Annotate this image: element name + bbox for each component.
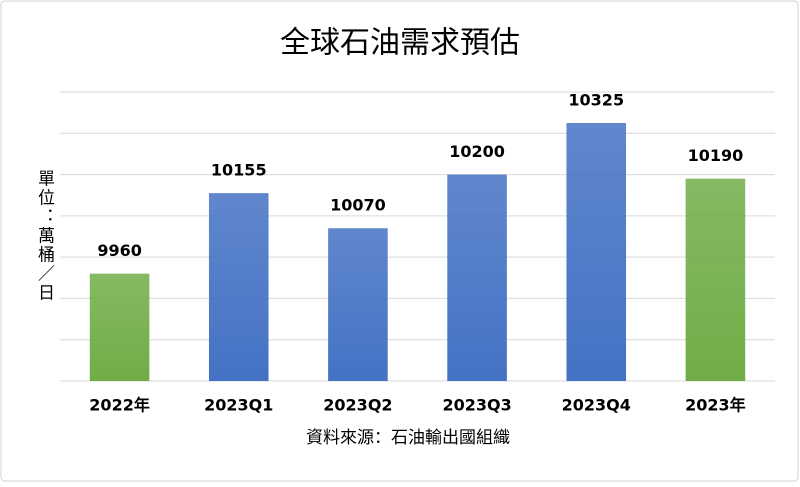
x-tick-label: 2023Q3 xyxy=(442,396,511,415)
bar xyxy=(685,178,746,381)
bar xyxy=(208,193,269,381)
x-axis-label: 資料來源：石油輸出國組織 xyxy=(306,428,510,448)
data-label: 10190 xyxy=(688,146,744,165)
bar xyxy=(328,228,388,381)
data-label: 10070 xyxy=(330,196,386,215)
x-tick-label: 2023Q4 xyxy=(562,396,631,415)
y-axis-label: 單位：萬桶／日 xyxy=(34,170,55,303)
data-label: 10200 xyxy=(449,142,505,161)
x-tick-label: 2023Q2 xyxy=(323,396,392,415)
chart-title: 全球石油需求預估 xyxy=(280,26,520,61)
x-tick-label: 2023Q1 xyxy=(204,396,273,415)
data-label: 10155 xyxy=(211,161,267,180)
x-tick-label: 2023年 xyxy=(685,396,746,415)
x-tick-label: 2022年 xyxy=(89,396,150,415)
data-label: 10325 xyxy=(568,90,624,109)
data-label: 9960 xyxy=(97,241,142,260)
bar xyxy=(447,174,507,381)
bar xyxy=(566,122,627,381)
bar xyxy=(89,273,150,381)
